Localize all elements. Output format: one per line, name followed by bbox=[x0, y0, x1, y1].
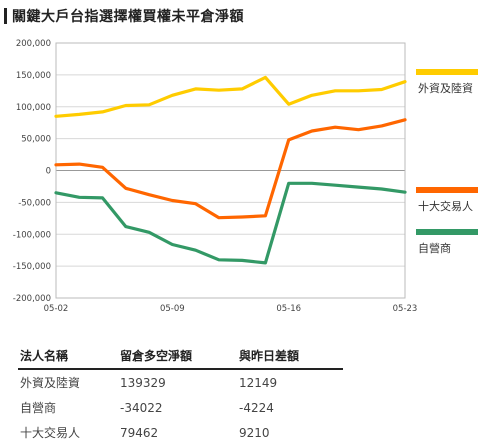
y-tick-label: 0 bbox=[46, 167, 51, 177]
header-diff: 與昨日差額 bbox=[237, 342, 343, 370]
y-tick-label: 150,000 bbox=[16, 71, 51, 81]
plot-frame bbox=[55, 42, 406, 299]
table-row: 十大交易人 79462 9210 bbox=[18, 420, 343, 445]
y-tick-label: 100,000 bbox=[16, 103, 51, 113]
row-net: -34022 bbox=[120, 400, 163, 415]
row-diff: -4224 bbox=[239, 400, 274, 415]
series-line bbox=[54, 118, 407, 220]
header-net: 留倉多空淨額 bbox=[118, 342, 237, 370]
legend-label: 自營商 bbox=[418, 241, 451, 255]
legend-swatch bbox=[416, 69, 478, 75]
y-tick-label: -200,000 bbox=[13, 294, 51, 304]
header-name: 法人名稱 bbox=[18, 342, 118, 370]
summary-table: 法人名稱 留倉多空淨額 與昨日差額 外資及陸資 139329 12149 自營商… bbox=[18, 342, 343, 445]
title-marker bbox=[4, 8, 7, 24]
x-tick-label: 05-16 bbox=[276, 304, 301, 314]
y-tick-label: -100,000 bbox=[13, 230, 51, 240]
legend-label: 外資及陸資 bbox=[418, 82, 473, 95]
y-tick-label: -50,000 bbox=[18, 198, 51, 208]
x-tick-label: 05-09 bbox=[160, 304, 185, 314]
row-net: 139329 bbox=[120, 375, 166, 390]
row-name: 十大交易人 bbox=[20, 426, 81, 440]
table-row: 自營商 -34022 -4224 bbox=[18, 395, 343, 420]
y-tick-label: 50,000 bbox=[21, 135, 51, 145]
legend-label: 十大交易人 bbox=[418, 199, 473, 213]
x-tick-label: 05-23 bbox=[393, 304, 418, 314]
legend-swatch bbox=[416, 187, 478, 193]
legend-swatch bbox=[416, 229, 478, 235]
y-tick-label: 200,000 bbox=[16, 39, 51, 49]
row-diff: 12149 bbox=[239, 375, 278, 390]
title-bar: 關鍵大戶台指選擇權買權未平倉淨額 bbox=[4, 6, 244, 26]
series-line bbox=[54, 75, 407, 118]
x-tick-label: 05-02 bbox=[44, 304, 69, 314]
chart-canvas: 200,000 150,000 100,000 50,000 0 -50,000 -100,… bbox=[13, 39, 478, 314]
chart-title: 關鍵大戶台指選擇權買權未平倉淨額 bbox=[12, 9, 244, 25]
series-line bbox=[54, 181, 407, 265]
table-row: 外資及陸資 139329 12149 bbox=[18, 369, 343, 395]
row-diff: 9210 bbox=[239, 425, 270, 440]
row-name: 外資及陸資 bbox=[20, 376, 81, 390]
row-name: 自營商 bbox=[20, 401, 57, 415]
row-net: 79462 bbox=[120, 425, 159, 440]
table-header-row: 法人名稱 留倉多空淨額 與昨日差額 bbox=[18, 342, 343, 370]
y-tick-label: -150,000 bbox=[13, 262, 51, 272]
